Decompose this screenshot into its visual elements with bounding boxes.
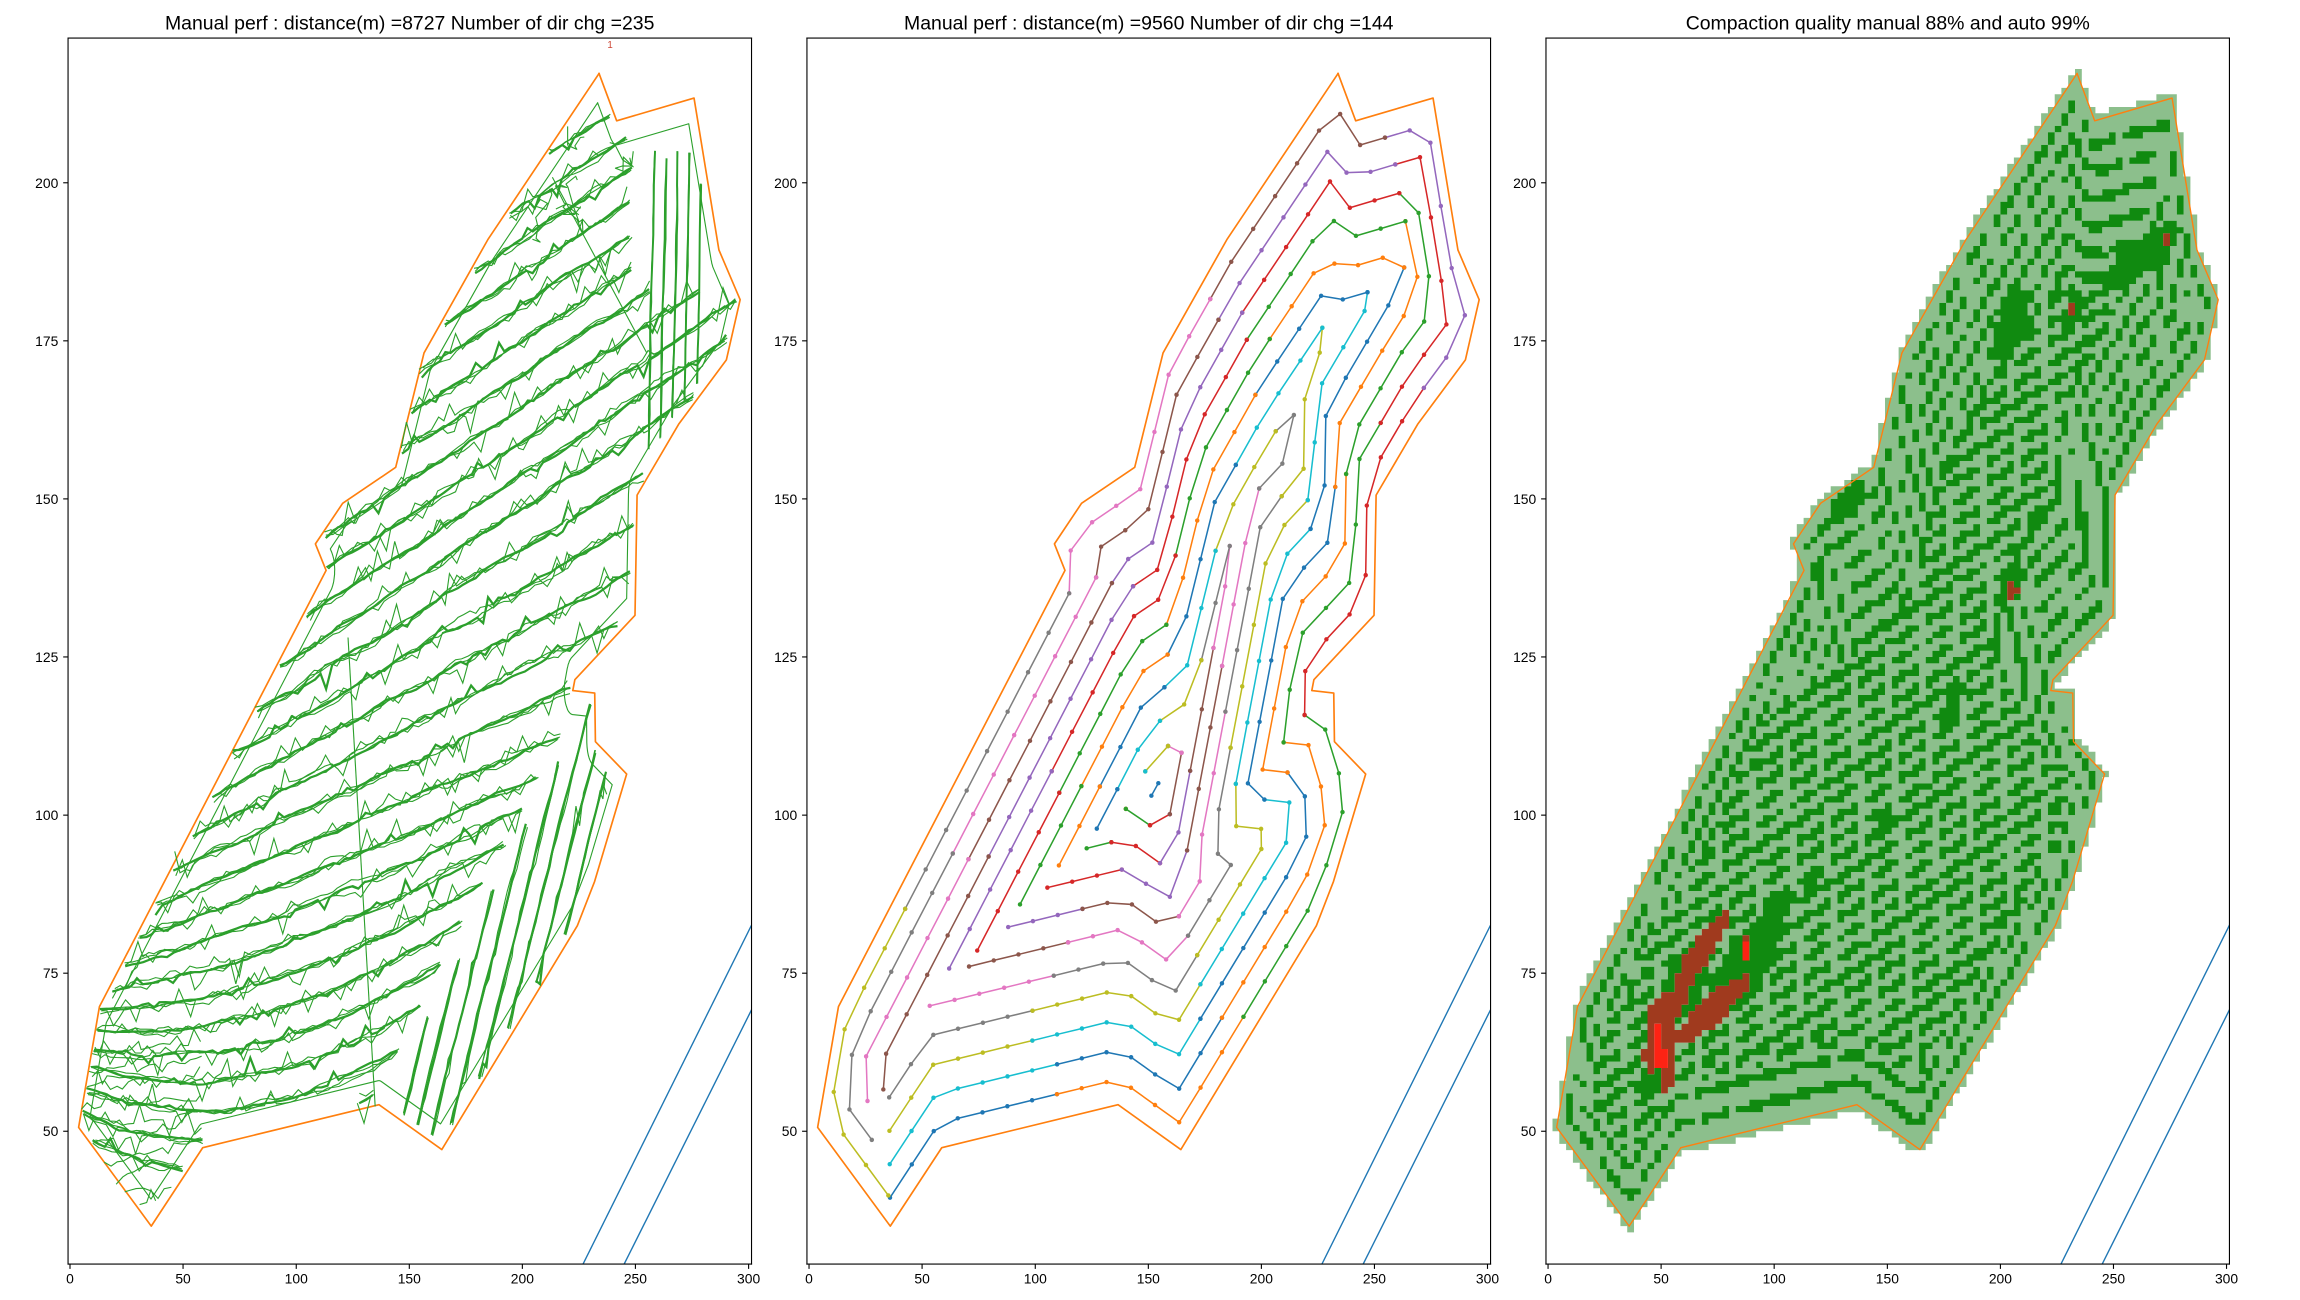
svg-text:0: 0: [805, 1271, 813, 1287]
svg-text:Manual perf : distance(m) =956: Manual perf : distance(m) =9560 Number o…: [904, 13, 1394, 35]
svg-text:300: 300: [2215, 1271, 2238, 1287]
svg-text:200: 200: [1250, 1271, 1273, 1287]
svg-text:100: 100: [1513, 807, 1536, 823]
svg-text:1: 1: [607, 40, 612, 51]
svg-text:100: 100: [774, 807, 797, 823]
svg-text:150: 150: [35, 491, 58, 507]
svg-text:Manual perf : distance(m) =872: Manual perf : distance(m) =8727 Number o…: [165, 13, 654, 35]
svg-text:175: 175: [774, 333, 797, 349]
svg-text:250: 250: [624, 1271, 647, 1287]
svg-text:300: 300: [737, 1271, 760, 1287]
svg-text:200: 200: [1513, 175, 1536, 191]
svg-text:150: 150: [1876, 1271, 1899, 1287]
svg-text:0: 0: [66, 1271, 74, 1287]
svg-text:250: 250: [1363, 1271, 1386, 1287]
svg-text:200: 200: [774, 175, 797, 191]
svg-text:50: 50: [782, 1123, 798, 1139]
svg-text:300: 300: [1476, 1271, 1499, 1287]
svg-text:50: 50: [1653, 1271, 1669, 1287]
svg-text:125: 125: [1513, 649, 1536, 665]
svg-text:50: 50: [1521, 1123, 1537, 1139]
svg-text:175: 175: [1513, 333, 1536, 349]
svg-text:50: 50: [43, 1123, 59, 1139]
svg-text:75: 75: [782, 965, 798, 981]
svg-text:75: 75: [43, 965, 59, 981]
svg-text:175: 175: [35, 333, 58, 349]
svg-text:150: 150: [1513, 491, 1536, 507]
svg-text:150: 150: [1137, 1271, 1160, 1287]
svg-text:100: 100: [35, 807, 58, 823]
svg-text:75: 75: [1521, 965, 1537, 981]
svg-text:125: 125: [774, 649, 797, 665]
svg-text:100: 100: [285, 1271, 308, 1287]
svg-text:150: 150: [774, 491, 797, 507]
svg-text:100: 100: [1763, 1271, 1786, 1287]
svg-text:150: 150: [398, 1271, 421, 1287]
svg-text:Compaction quality manual 88%: Compaction quality manual 88% and auto 9…: [1686, 13, 2090, 35]
svg-text:200: 200: [1989, 1271, 2012, 1287]
svg-text:50: 50: [914, 1271, 930, 1287]
svg-text:0: 0: [1544, 1271, 1552, 1287]
svg-text:100: 100: [1024, 1271, 1047, 1287]
svg-text:200: 200: [511, 1271, 534, 1287]
svg-text:200: 200: [35, 175, 58, 191]
svg-text:250: 250: [2102, 1271, 2125, 1287]
svg-text:125: 125: [35, 649, 58, 665]
svg-text:50: 50: [175, 1271, 191, 1287]
